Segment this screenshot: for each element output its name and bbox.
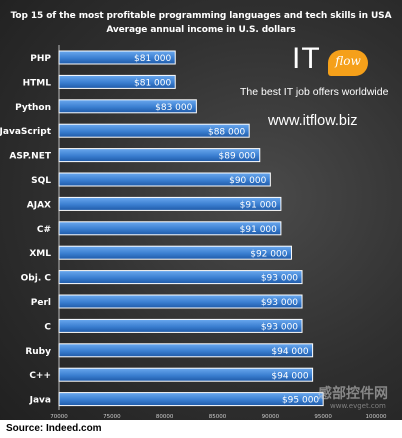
footer-strip bbox=[0, 420, 402, 438]
category-label: PHP bbox=[30, 54, 51, 64]
value-label: $89 000 bbox=[219, 152, 256, 162]
logo-flow-text: flow bbox=[335, 54, 361, 68]
chart-subtitle: Average annual income in U.S. dollars bbox=[106, 25, 296, 35]
watermark-subtext: www.evget.com bbox=[330, 402, 386, 410]
category-label: XML bbox=[29, 249, 51, 259]
category-label: SQL bbox=[31, 176, 51, 186]
bar bbox=[58, 318, 303, 333]
value-label: $94 000 bbox=[271, 371, 308, 381]
bar bbox=[58, 74, 176, 89]
bar bbox=[58, 392, 324, 407]
source-note: Source: Indeed.com bbox=[6, 423, 102, 434]
value-label: $91 000 bbox=[240, 201, 277, 211]
bar bbox=[58, 123, 250, 138]
value-label: $93 000 bbox=[261, 298, 298, 308]
chart-title: Top 15 of the most profitable programmin… bbox=[10, 11, 392, 21]
category-label: C# bbox=[37, 225, 51, 235]
watermark-text: 感部控件网 bbox=[318, 386, 388, 402]
x-tick-label: 75000 bbox=[103, 414, 121, 420]
bar bbox=[58, 343, 314, 358]
value-label: $95 000 bbox=[282, 396, 319, 406]
value-label: $90 000 bbox=[229, 176, 266, 186]
category-label: Obj. C bbox=[21, 274, 52, 284]
category-label: Perl bbox=[31, 298, 51, 308]
bar bbox=[58, 99, 197, 114]
value-label: $92 000 bbox=[250, 249, 287, 259]
logo-it-text: IT bbox=[292, 42, 321, 75]
brand-tagline: The best IT job offers worldwide bbox=[240, 86, 389, 98]
value-label: $94 000 bbox=[271, 347, 308, 357]
x-tick-label: 100000 bbox=[366, 414, 387, 420]
category-label: C++ bbox=[29, 371, 51, 381]
value-label: $81 000 bbox=[134, 79, 171, 89]
bar bbox=[58, 196, 282, 211]
value-label: $88 000 bbox=[208, 127, 245, 137]
value-label: $81 000 bbox=[134, 54, 171, 64]
brand-url: www.itflow.biz bbox=[268, 113, 358, 129]
x-tick-label: 70000 bbox=[50, 414, 68, 420]
category-label: Ruby bbox=[25, 347, 51, 357]
category-label: JavaScript bbox=[0, 127, 52, 137]
x-tick-label: 85000 bbox=[209, 414, 227, 420]
category-label: Python bbox=[15, 103, 51, 113]
bar bbox=[58, 294, 303, 309]
value-label: $93 000 bbox=[261, 323, 298, 333]
x-tick-label: 80000 bbox=[156, 414, 174, 420]
logo-badge: flow bbox=[328, 50, 368, 76]
bar bbox=[58, 221, 282, 236]
x-tick-label: 95000 bbox=[314, 414, 332, 420]
bar bbox=[58, 148, 261, 163]
bar bbox=[58, 50, 176, 65]
bar bbox=[58, 367, 314, 382]
category-label: Java bbox=[29, 396, 51, 406]
bar bbox=[58, 245, 292, 260]
bar bbox=[58, 172, 271, 187]
value-label: $83 000 bbox=[155, 103, 192, 113]
value-label: $91 000 bbox=[240, 225, 277, 235]
x-tick-label: 90000 bbox=[262, 414, 280, 420]
category-label: HTML bbox=[23, 78, 52, 88]
category-label: AJAX bbox=[27, 200, 51, 210]
category-label: ASP.NET bbox=[9, 152, 51, 162]
value-label: $93 000 bbox=[261, 274, 298, 284]
category-label: C bbox=[44, 322, 51, 332]
bar bbox=[58, 270, 303, 285]
